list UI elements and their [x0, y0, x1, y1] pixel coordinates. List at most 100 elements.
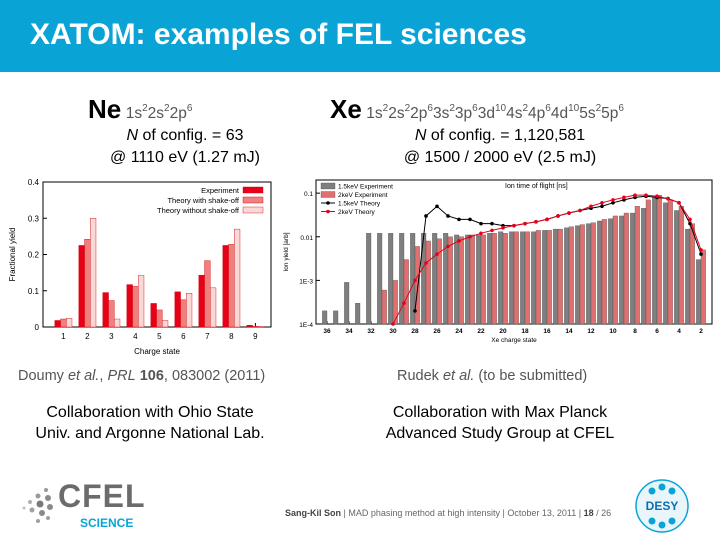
ne-x-axis-label: Charge state: [134, 347, 180, 356]
xe-bar-2000ev: [381, 289, 387, 325]
xe-x-tick-label: 20: [499, 328, 507, 335]
ne-bar-noshakeoff: [90, 218, 97, 328]
xe-n-symbol: N: [414, 127, 427, 144]
xe-bar-2000ev: [667, 199, 673, 325]
ne-x-tick-label: 6: [181, 332, 186, 341]
xe-theory-2000ev-point: [501, 226, 505, 230]
xe-bar-2000ev: [524, 231, 530, 325]
ne-config-occupancy: 2: [142, 103, 148, 114]
xe-y-tick-label: 1E-3: [299, 278, 313, 285]
ne-x-tick-label: 1: [61, 332, 66, 341]
xe-theory-2000ev-point: [611, 198, 615, 202]
xe-theory-2000ev-point: [644, 193, 648, 197]
xe-theory-2000ev-point: [490, 228, 494, 233]
xe-config-orbital: 4d: [550, 105, 569, 122]
ne-bar-experiment: [102, 292, 109, 328]
xe-config-count: N of config. = 1,120,581: [370, 127, 630, 145]
xe-bar-1500ev: [663, 202, 669, 325]
xe-theory-2000ev-point: [457, 239, 461, 243]
xe-theory-2000ev-point: [633, 193, 637, 197]
xe-y-tick-label: 0.1: [304, 191, 313, 198]
xe-bar-1500ev: [685, 228, 691, 325]
xe-collab-line1: Collaboration with Max Planck: [392, 404, 608, 421]
ne-citation-authors: Doumy: [18, 368, 68, 384]
xe-theory-1500ev-point: [435, 204, 439, 209]
xe-heading: Xe 1s22s22p63s23p63d104s24p64d105s25p6: [330, 95, 624, 128]
ne-legend-label: Theory with shake-off: [167, 196, 239, 205]
ne-citation: Doumy et al., PRL 106, 083002 (2011): [18, 368, 265, 384]
ne-bar-noshakeoff: [186, 293, 193, 328]
ne-bar-experiment: [54, 320, 61, 328]
xe-bar-2000ev: [546, 230, 552, 325]
xe-theory-2000ev-point: [600, 201, 604, 205]
xe-bar-1500ev: [465, 234, 471, 325]
xe-legend-marker: [326, 209, 330, 214]
xe-config-orbital: 1s: [366, 105, 383, 122]
xe-theory-2000ev-point: [402, 301, 406, 305]
xe-config-orbital: 3s: [432, 105, 450, 122]
xe-bar-2000ev: [480, 234, 486, 325]
xe-theory-1500ev-point: [611, 201, 615, 205]
xe-config-occupancy: 2: [382, 103, 389, 114]
xe-bar-2000ev: [579, 224, 585, 325]
xe-citation-etal: et al.: [442, 368, 475, 384]
xe-energy: @ 1500 / 2000 eV (2.5 mJ): [403, 149, 597, 166]
ne-config-orbital: 2s: [147, 105, 165, 122]
xe-theory-2000ev-point: [567, 211, 571, 215]
xe-bar-1500ev: [696, 259, 702, 325]
xe-theory-2000ev-point: [435, 252, 439, 256]
xe-x-tick-label: 4: [677, 328, 681, 335]
footer-page-total: / 26: [596, 508, 612, 518]
xe-theory-2000ev-point: [523, 221, 527, 226]
xe-bar-1500ev: [355, 303, 361, 325]
xe-element-label: Xe: [330, 94, 362, 124]
ne-charge-state-chart: 0 0.1 0.2 0.3 0.4 1 2 3 4 5 6 7 8 9 Charge state Fracti…: [8, 178, 272, 356]
ne-x-tick-label: 9: [253, 332, 258, 341]
ne-config-orbital: 2p: [169, 105, 187, 122]
ne-y-tick-label: 0.3: [28, 214, 40, 223]
xe-theory-1500ev-point: [490, 221, 494, 226]
ne-collaboration: Collaboration with Ohio State Univ. and …: [5, 402, 295, 444]
xe-bar-2000ev: [491, 233, 497, 325]
xe-collab-line2: Advanced Study Group at CFEL: [385, 425, 615, 442]
xe-theory-1500ev-point: [600, 204, 604, 209]
footer-talk-title: MAD phasing method at high intensity: [348, 508, 500, 518]
xe-x-tick-label: 16: [543, 328, 551, 335]
xe-bar-1500ev: [531, 231, 537, 325]
ne-config-orbital: 1s: [125, 105, 143, 122]
ne-bar-experiment: [78, 245, 85, 328]
xe-x-tick-label: 2: [699, 328, 703, 335]
xe-theory-1500ev-point: [457, 217, 461, 222]
xe-y-tick-label: 0.01: [300, 235, 313, 242]
desy-logo: DESY: [635, 479, 689, 533]
xe-bar-2000ev: [502, 233, 508, 325]
ne-bar-shakeoff: [84, 239, 91, 328]
xe-bar-1500ev: [575, 225, 581, 325]
xe-config-occupancy: 2: [595, 103, 602, 114]
footer-separator: |: [578, 508, 582, 518]
xe-bar-1500ev: [608, 218, 614, 325]
xe-top-axis-label: Ion time of flight [ns]: [505, 183, 568, 190]
ne-bar-noshakeoff: [66, 318, 73, 328]
xe-theory-2000ev-point: [556, 214, 560, 218]
xe-theory-2000ev-point: [424, 261, 428, 265]
xe-x-tick-label: 8: [633, 328, 637, 335]
xe-bar-2000ev: [623, 212, 629, 325]
xe-bar-2000ev: [513, 231, 519, 325]
ne-bar-shakeoff: [60, 318, 67, 328]
ne-bar-shakeoff: [252, 326, 259, 328]
xe-bar-1500ev: [641, 208, 647, 325]
xe-bar-1500ev: [344, 282, 350, 325]
xe-bar-2000ev: [557, 228, 563, 325]
xe-theory-2000ev-point: [545, 217, 549, 222]
xe-config-orbital: 5s: [579, 105, 596, 122]
xe-bar-2000ev: [590, 222, 596, 325]
ne-heading: Ne 1s22s22p6: [88, 95, 192, 128]
xe-config-occupancy: 2: [404, 103, 411, 114]
xe-bar-1500ev: [674, 210, 680, 325]
ne-x-tick-label: 7: [205, 332, 210, 341]
xe-legend-label: 1.5keV Theory: [338, 201, 381, 208]
xe-legend-swatch: [320, 191, 336, 198]
xe-x-tick-label: 36: [323, 328, 331, 335]
xe-x-tick-label: 6: [655, 328, 659, 335]
